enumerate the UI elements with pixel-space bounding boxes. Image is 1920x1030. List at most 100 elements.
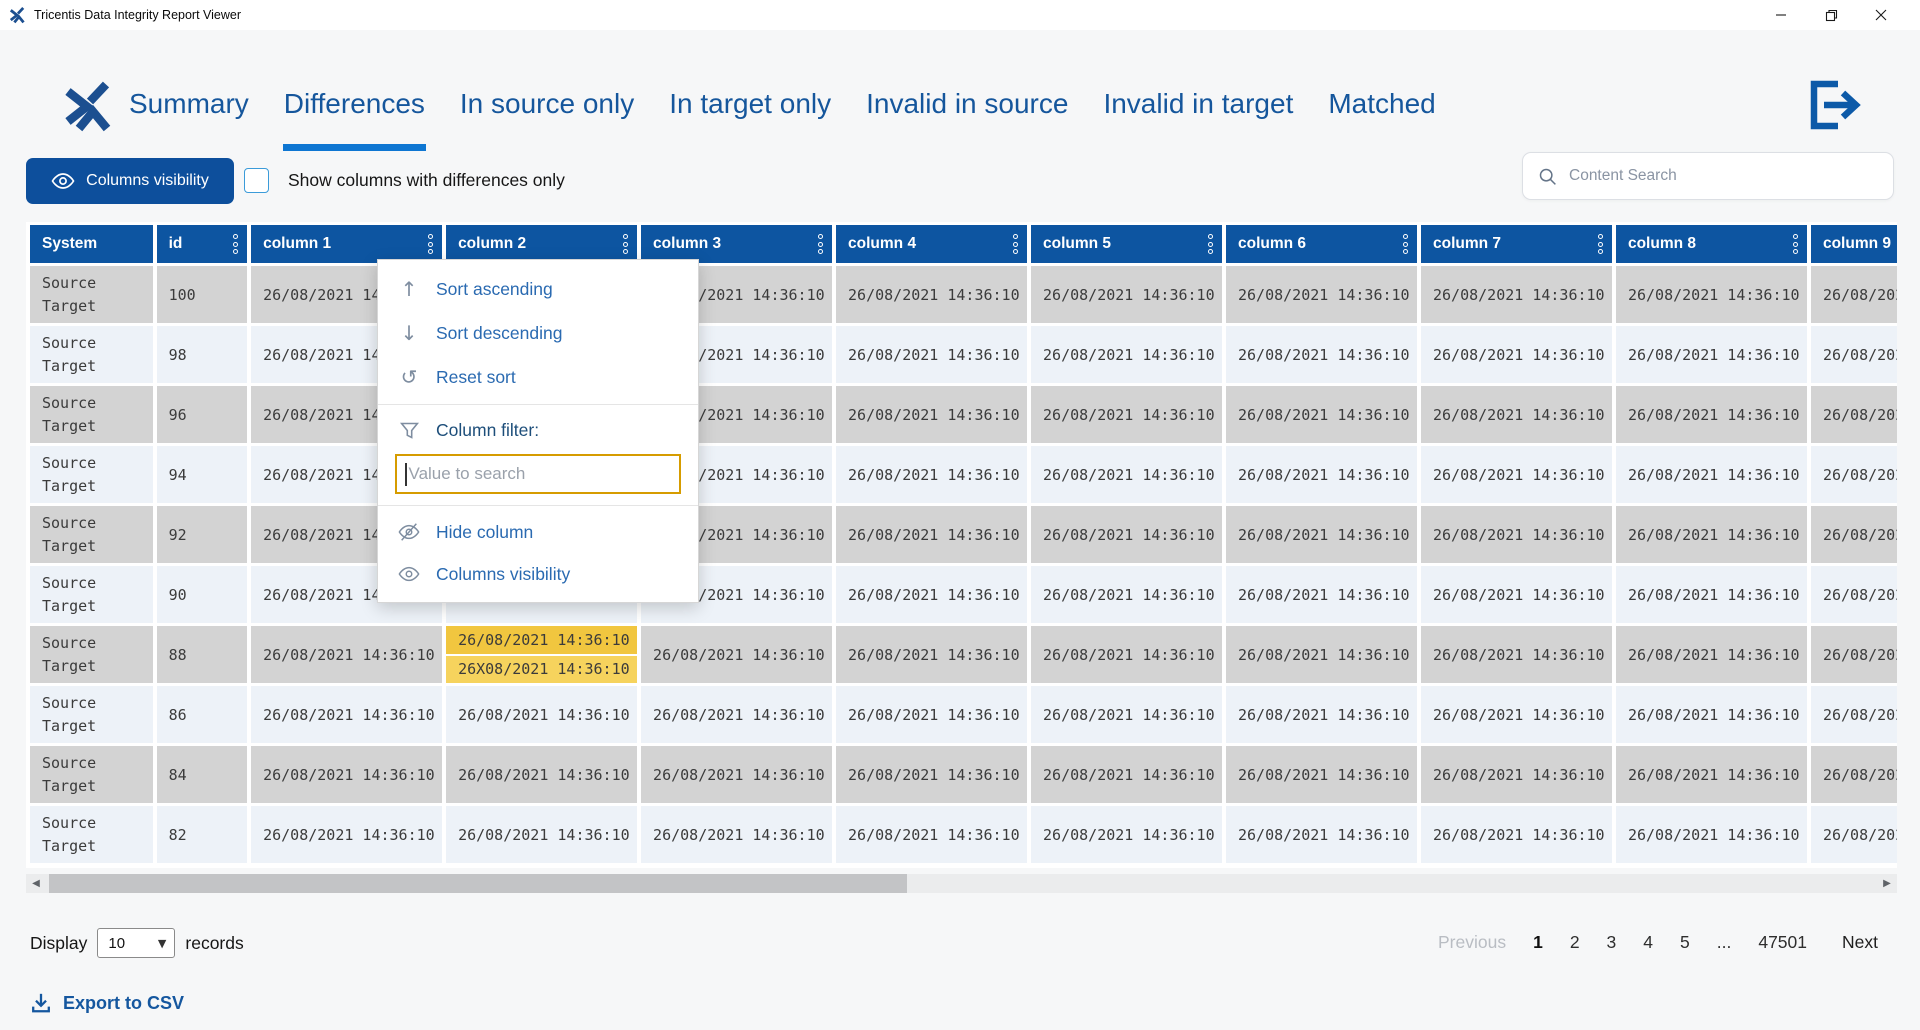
eye-icon — [51, 169, 75, 193]
column-header-column-9[interactable]: column 9 — [1810, 225, 1897, 263]
tab-summary[interactable]: Summary — [129, 88, 249, 119]
kebab-menu-icon[interactable] — [1013, 234, 1019, 254]
page-size-select[interactable]: 10 ▼ — [97, 928, 176, 958]
search-placeholder: Content Search — [1569, 167, 1677, 184]
scroll-left-arrow-icon[interactable]: ◀ — [32, 878, 40, 889]
menu-item-reset-sort[interactable]: ↺ Reset sort — [378, 355, 698, 399]
kebab-menu-icon[interactable] — [623, 234, 629, 254]
column-header-id[interactable]: id — [156, 225, 248, 263]
tab-invalid-in-target[interactable]: Invalid in target — [1103, 88, 1294, 119]
scroll-right-arrow-icon[interactable]: ▶ — [1883, 878, 1891, 889]
tab-matched[interactable]: Matched — [1328, 88, 1436, 119]
column-header-column-1[interactable]: column 1 — [251, 225, 443, 263]
column-header-column-3[interactable]: column 3 — [641, 225, 833, 263]
value-cell: 26/08/2021 14:36:10 — [1226, 746, 1417, 803]
column-header-column-5[interactable]: column 5 — [1031, 225, 1222, 263]
menu-item-column-filter[interactable]: Column filter: — [378, 410, 698, 451]
system-line: Source — [42, 454, 97, 472]
value-cell: 26/08/2021 14:36:10 — [641, 686, 833, 743]
menu-item-hide-column[interactable]: Hide column — [378, 511, 698, 553]
kebab-menu-icon[interactable] — [1597, 234, 1603, 254]
kebab-menu-icon[interactable] — [818, 234, 824, 254]
exit-icon[interactable] — [1808, 80, 1864, 130]
column-filter-input[interactable]: Value to search — [395, 454, 681, 494]
menu-item-sort-ascending[interactable]: ↑ Sort ascending — [378, 267, 698, 311]
column-header-column-7[interactable]: column 7 — [1420, 225, 1612, 263]
content-search-input[interactable]: Content Search — [1522, 152, 1894, 200]
title-bar: Tricentis Data Integrity Report Viewer — [0, 0, 1920, 30]
value-cell: 26/08/2021 14:36:10 — [1226, 386, 1417, 443]
value-cell: 26/08/2021 14:36:10 — [446, 806, 638, 863]
kebab-menu-icon[interactable] — [1792, 234, 1798, 254]
menu-item-label: Column filter: — [436, 420, 540, 440]
export-to-csv-button[interactable]: Export to CSV — [30, 992, 184, 1014]
show-differences-only-label: Show columns with differences only — [288, 170, 565, 190]
page-button-3[interactable]: 3 — [1606, 932, 1617, 952]
filter-placeholder: Value to search — [408, 464, 526, 483]
system-line: Source — [42, 394, 97, 412]
value-cell: 26/08/2021 14:36:10 — [1615, 386, 1807, 443]
system-line: Target — [42, 837, 97, 855]
value-cell: 26/08/2021 14:36:10 — [1420, 326, 1612, 383]
page-button-1[interactable]: 1 — [1533, 932, 1543, 952]
page-button-47501[interactable]: 47501 — [1758, 932, 1808, 952]
column-header-label: column 9 — [1822, 235, 1891, 252]
window-controls — [1756, 0, 1906, 30]
page-button-2[interactable]: 2 — [1569, 932, 1580, 952]
column-header-column-2[interactable]: column 2 — [446, 225, 638, 263]
column-header-column-4[interactable]: column 4 — [836, 225, 1028, 263]
column-header-label: column 5 — [1043, 235, 1112, 252]
close-button[interactable] — [1856, 0, 1906, 30]
kebab-menu-icon[interactable] — [233, 234, 239, 254]
column-header-system[interactable]: System — [30, 225, 153, 263]
table-row-id-90: Source Target 90 26/08/2021 14:36:10 26/08/2… — [30, 566, 1897, 623]
value-cell: 26/08/2021 14:36:10 — [1031, 806, 1222, 863]
value-cell: 26/08/2021 14:36:10 — [1031, 506, 1222, 563]
id-cell: 88 — [156, 626, 248, 683]
table-row-id-82: Source Target 82 26/08/2021 14:36:10 26/08/2… — [30, 806, 1897, 863]
value-cell: 26/08/2021 14:36:10 — [1420, 626, 1612, 683]
system-cell: Source Target — [30, 386, 153, 443]
id-cell: 86 — [156, 686, 248, 743]
menu-item-sort-descending[interactable]: ↓ Sort descending — [378, 311, 698, 355]
value-cell: 26/08/2021 14:36:10 — [1420, 506, 1612, 563]
maximize-button[interactable] — [1806, 0, 1856, 30]
value-cell: 26/08/2021 14:36:10 — [836, 386, 1028, 443]
show-differences-only-checkbox[interactable] — [244, 168, 269, 193]
system-line: Target — [42, 717, 97, 735]
tab-differences[interactable]: Differences — [282, 88, 426, 152]
system-cell: Source Target — [30, 746, 153, 803]
nav-tabs: Summary Differences In source only In targe… — [128, 88, 1437, 152]
value-cell: 26/08/2021 14:36:10 — [1810, 806, 1897, 863]
columns-visibility-button[interactable]: Columns visibility — [26, 158, 234, 204]
tab-in-target-only[interactable]: In target only — [669, 88, 832, 119]
column-header-label: column 2 — [458, 235, 527, 252]
column-header-column-6[interactable]: column 6 — [1226, 225, 1417, 263]
scrollbar-thumb[interactable] — [49, 874, 907, 893]
next-page-button[interactable]: Next — [1842, 932, 1878, 952]
previous-page-button[interactable]: Previous — [1437, 932, 1507, 952]
kebab-menu-icon[interactable] — [1208, 234, 1213, 254]
menu-item-columns-visibility[interactable]: Columns visibility — [378, 553, 698, 595]
menu-item-label: Sort ascending — [436, 278, 553, 299]
value-cell: 26/08/2021 14:36:10 — [1810, 566, 1897, 623]
menu-item-label: Columns visibility — [436, 563, 571, 584]
kebab-menu-icon[interactable] — [1402, 234, 1408, 254]
column-header-column-8[interactable]: column 8 — [1615, 225, 1807, 263]
value-cell: 26/08/2021 14:36:10 — [836, 506, 1028, 563]
value-cell: 26/08/2021 14:36:10 — [446, 686, 638, 743]
kebab-menu-icon[interactable] — [428, 234, 434, 254]
chevron-down-icon: ▼ — [157, 936, 167, 950]
diff-source-value: 26/08/2021 14:36:10 — [446, 626, 638, 654]
value-cell: 26/08/2021 14:36:10 — [1810, 386, 1897, 443]
system-line: Source — [42, 574, 97, 592]
tab-invalid-in-source[interactable]: Invalid in source — [866, 88, 1069, 119]
horizontal-scrollbar[interactable]: ◀ ▶ — [26, 874, 1897, 893]
id-cell: 90 — [156, 566, 248, 623]
page-button-5[interactable]: 5 — [1680, 932, 1690, 952]
value-cell: 26/08/2021 14:36:10 — [1615, 506, 1807, 563]
minimize-button[interactable] — [1756, 0, 1806, 30]
value-cell: 26/08/2021 14:36:10 — [1031, 566, 1222, 623]
page-button-4[interactable]: 4 — [1643, 932, 1654, 952]
tab-in-source-only[interactable]: In source only — [459, 88, 635, 119]
